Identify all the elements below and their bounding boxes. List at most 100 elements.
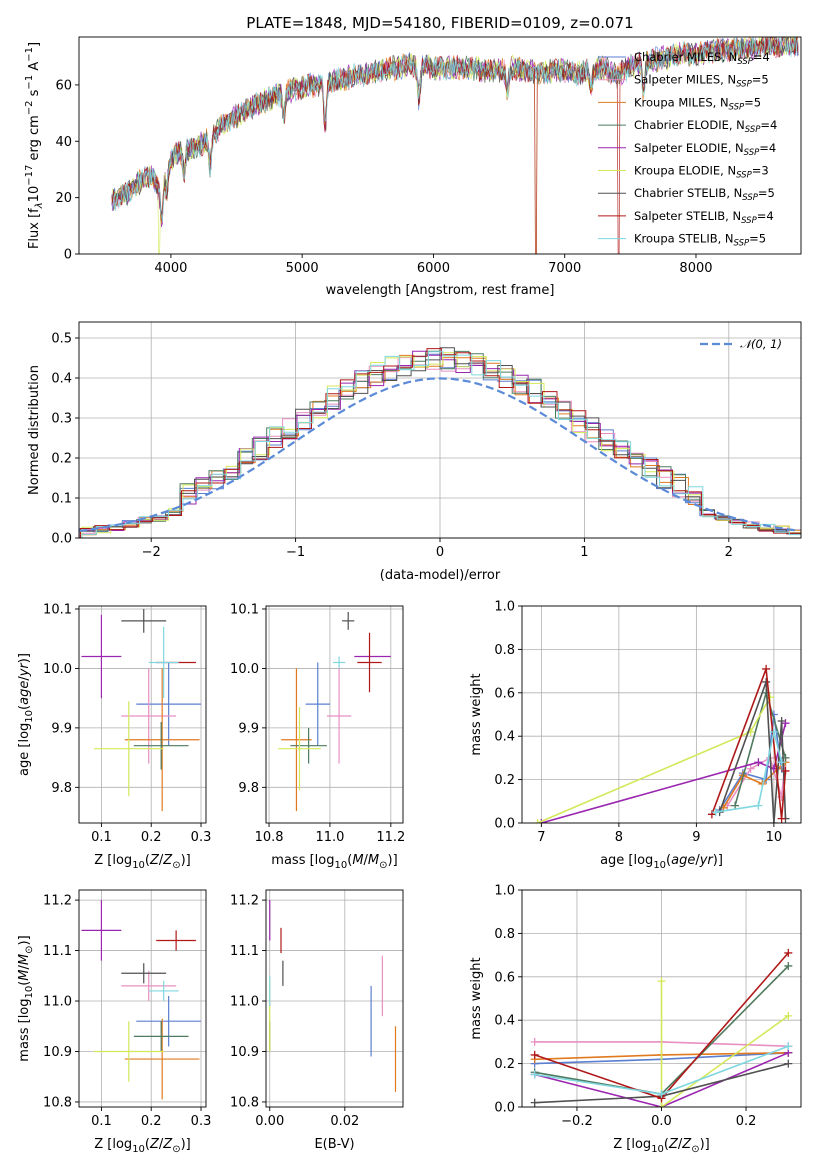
series-marker <box>777 758 786 767</box>
axes-frame <box>78 36 802 255</box>
plot-area <box>81 900 202 1100</box>
x-tick-label: −1 <box>286 545 305 560</box>
y-tick-label: 9.9 <box>238 721 259 736</box>
y-tick-label: 0.3 <box>51 412 72 427</box>
series-marker <box>784 948 793 957</box>
y-axis-label: mass weight <box>469 957 484 1039</box>
series-line-salpeter-elodie <box>541 723 787 823</box>
legend-label: Salpeter MILES, N <box>634 73 736 87</box>
x-axis-label: Z [log10(Z/Z⊙)] <box>94 1137 191 1155</box>
x-tick-label: 0 <box>436 545 444 560</box>
y-tick-label: 0.1 <box>51 492 72 507</box>
series-marker <box>784 961 793 970</box>
legend-count: =5 <box>758 186 775 200</box>
series-marker <box>657 977 666 986</box>
plot-area <box>111 37 799 254</box>
y-axis-label: Normed distribution <box>27 365 42 495</box>
legend-label: 𝒩(0, 1) <box>740 337 782 351</box>
errorbar-point <box>133 1021 189 1052</box>
y-tick-label: 10.9 <box>43 1045 72 1060</box>
series-marker <box>784 1059 793 1068</box>
y-tick-label: 0.8 <box>494 643 515 658</box>
y-axis-label: mass [log10(M/M⊙)] <box>17 935 35 1061</box>
series-marker <box>781 766 790 775</box>
axes-frame <box>265 605 404 824</box>
series-marker <box>530 1098 539 1107</box>
y-tick-label: 0.4 <box>494 1014 515 1029</box>
legend-count: =3 <box>752 164 769 178</box>
y-tick-label: 0.2 <box>494 1057 515 1072</box>
errorbar-point <box>332 656 346 669</box>
errorbar-point <box>326 668 352 764</box>
plot-area <box>278 611 391 812</box>
y-tick-label: 10.1 <box>43 602 72 617</box>
series-marker <box>657 1103 666 1107</box>
legend-label: Salpeter STELIB, N <box>634 209 741 223</box>
x-tick-label: 0.02 <box>330 1114 359 1129</box>
errorbar-point <box>357 632 382 693</box>
y-axis-label: age [log10(age/yr)] <box>17 653 35 776</box>
errorbar-point <box>121 668 177 764</box>
x-tick-label: −2 <box>142 545 161 560</box>
legend-entry: Kroupa ELODIE, NSSP=3 <box>634 164 769 181</box>
series-marker <box>533 819 542 823</box>
errorbar-point <box>93 1021 164 1082</box>
x-tick-label: 8000 <box>679 261 712 276</box>
legend-subscript: SSP <box>745 125 761 135</box>
errorbar-point <box>148 626 179 699</box>
errorbar-point <box>342 611 355 630</box>
series-marker <box>762 664 771 673</box>
legend-subscript: SSP <box>736 80 752 90</box>
x-tick-label: 0.3 <box>191 830 212 845</box>
y-tick-label: 11.0 <box>43 995 72 1010</box>
age-vs-z-panel: 0.1 0.2 0.3 9.8 9.9 10.0 10.1 Z [log10(Z/Z⊙)] ag… <box>17 602 211 871</box>
y-tick-label: 1.0 <box>494 884 515 899</box>
axes-frame <box>78 889 207 1108</box>
figure-title: PLATE=1848, MJD=54180, FIBERID=0109, z=0… <box>246 14 633 32</box>
errorbar-point <box>305 662 330 746</box>
histogram-kroupa-stelib <box>81 351 801 538</box>
x-tick-label: 0.2 <box>141 1114 162 1129</box>
errorbar-point <box>121 970 177 1002</box>
errorbar-point <box>121 608 167 633</box>
series-marker <box>657 1089 666 1098</box>
x-tick-label: 1 <box>580 545 588 560</box>
spectrum-line-kroupa-elodie <box>111 37 799 254</box>
x-axis-label: E(B-V) <box>314 1137 354 1152</box>
errorbar-point <box>124 1018 200 1100</box>
mass-weight-vs-age-panel: 7 8 9 10 0.0 0.2 0.4 0.6 0.8 1.0 mass weight age [l… <box>469 600 802 871</box>
legend-entry: Chabrier MILES, NSSP=4 <box>634 50 770 67</box>
errorbar-point <box>148 980 179 1002</box>
legend-label: Chabrier MILES, N <box>634 50 737 64</box>
grid-lines <box>79 606 206 823</box>
y-tick-label: 20 <box>55 191 72 206</box>
errorbar-point <box>136 662 202 746</box>
y-tick-label: 40 <box>55 135 72 150</box>
y-tick-label: 10.1 <box>230 602 259 617</box>
legend-subscript: SSP <box>742 193 758 203</box>
grid-lines <box>522 605 801 824</box>
x-tick-label: 0.2 <box>141 830 162 845</box>
errorbar-point <box>281 668 312 812</box>
series-line-kroupa-stelib <box>715 731 783 813</box>
y-tick-label: 0.4 <box>494 730 515 745</box>
y-tick-label: 0.4 <box>51 372 72 387</box>
errorbar-point <box>136 995 202 1047</box>
y-tick-label: 0.2 <box>494 773 515 788</box>
series-marker <box>784 1042 793 1051</box>
x-tick-label: 7000 <box>548 261 581 276</box>
series-marker <box>711 808 720 817</box>
x-tick-label: 0.2 <box>736 1114 757 1129</box>
age-vs-mass-panel: 10.8 11.0 11.2 9.8 9.9 10.0 10.1 mass [log10(M/… <box>230 602 405 871</box>
legend-entry: Chabrier STELIB, NSSP=5 <box>634 186 775 203</box>
x-axis-label: wavelength [Angstrom, rest frame] <box>326 283 555 298</box>
x-axis-label: Z [log10(Z/Z⊙)] <box>613 1137 710 1155</box>
series-marker <box>530 1037 539 1046</box>
legend-subscript: SSP <box>729 102 745 112</box>
errorbar-point <box>93 701 164 797</box>
plot-area <box>269 900 397 1092</box>
series-marker <box>784 1011 793 1020</box>
series-marker <box>754 801 763 810</box>
